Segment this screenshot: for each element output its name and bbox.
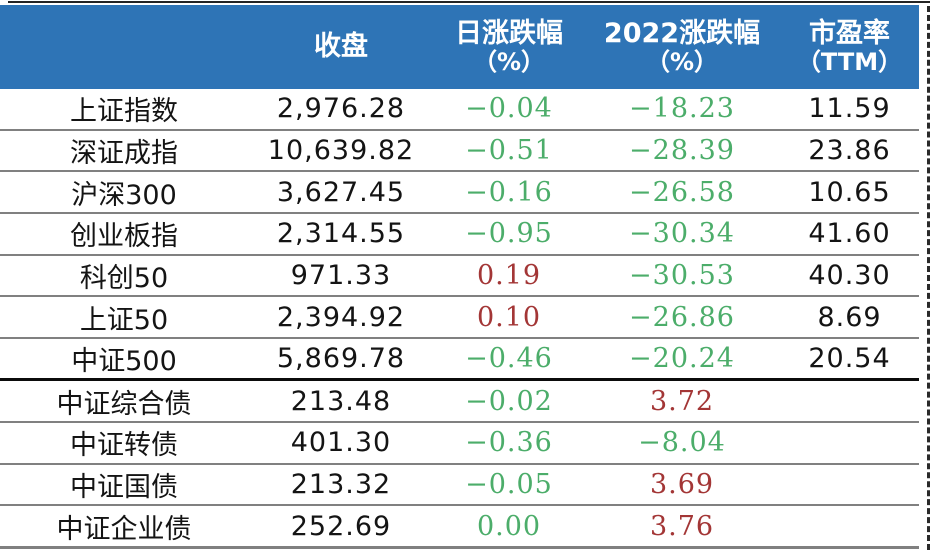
table-row: 中证企业债 252.69 0.00 3.76: [0, 506, 919, 550]
pe-value: 11.59: [808, 93, 891, 125]
close-value: 971.33: [290, 259, 392, 291]
table-row: 科创50 971.33 0.19 −30.53 40.30: [0, 256, 919, 298]
daily-change-value: 0.00: [476, 510, 542, 542]
ytd-change-value: −26.58: [629, 176, 735, 208]
pe-value: 10.65: [808, 176, 891, 208]
ytd-change-value: 3.76: [649, 510, 715, 542]
close-value: 401.30: [290, 427, 392, 459]
col-header-pe-label: 市盈率: [809, 17, 890, 49]
ytd-change-value: 3.69: [649, 469, 715, 501]
daily-change-value: −0.51: [465, 134, 553, 166]
col-header-daily-change-unit: （%）: [472, 47, 546, 76]
close-value: 3,627.45: [276, 176, 406, 208]
index-name: 创业板指: [70, 221, 178, 253]
index-name: 科创50: [79, 262, 169, 294]
index-name: 中证企业债: [56, 513, 192, 545]
table-row: 中证转债 401.30 −0.36 −8.04: [0, 423, 919, 465]
daily-change-value: −0.05: [465, 469, 553, 501]
index-name: 中证500: [71, 346, 177, 378]
index-name: 沪深300: [71, 179, 177, 211]
table-body: 上证指数 2,976.28 −0.04 −18.23 11.59 深证成指 10…: [0, 89, 919, 550]
table-row: 沪深300 3,627.45 −0.16 −26.58 10.65: [0, 172, 919, 214]
daily-change-value: 0.19: [476, 259, 542, 291]
ytd-change-value: −30.34: [629, 218, 735, 250]
table-row: 上证50 2,394.92 0.10 −26.86 8.69: [0, 297, 919, 339]
col-header-ytd-change-label: 2022涨跌幅: [603, 17, 761, 49]
selection-border-top: [8, 1, 930, 3]
index-performance-table: 收盘 日涨跌幅 （%） 2022涨跌幅 （%） 市盈率 （TTM） 上证指数 2…: [0, 5, 919, 550]
col-header-close: 收盘: [248, 5, 434, 89]
close-value: 252.69: [290, 510, 392, 542]
ytd-change-value: 3.72: [649, 385, 715, 417]
table-row: 上证指数 2,976.28 −0.04 −18.23 11.59: [0, 89, 919, 131]
daily-change-value: −0.95: [465, 218, 553, 250]
table-header-row: 收盘 日涨跌幅 （%） 2022涨跌幅 （%） 市盈率 （TTM）: [0, 5, 919, 89]
col-header-daily-change-label: 日涨跌幅: [455, 17, 563, 49]
ytd-change-value: −26.86: [629, 301, 735, 333]
pe-value: 23.86: [808, 134, 891, 166]
index-name: 上证50: [79, 304, 169, 336]
close-value: 10,639.82: [267, 134, 415, 166]
daily-change-value: 0.10: [476, 301, 542, 333]
ytd-change-value: −18.23: [629, 93, 735, 125]
daily-change-value: −0.02: [465, 385, 553, 417]
table-row: 中证500 5,869.78 −0.46 −20.24 20.54: [0, 339, 919, 382]
daily-change-value: −0.16: [465, 176, 553, 208]
index-name: 中证国债: [70, 472, 178, 504]
ytd-change-value: −30.53: [629, 259, 735, 291]
col-header-name: [0, 5, 248, 89]
col-header-ytd-change-unit: （%）: [645, 47, 719, 76]
table-row: 创业板指 2,314.55 −0.95 −30.34 41.60: [0, 214, 919, 256]
col-header-pe: 市盈率 （TTM）: [780, 5, 919, 89]
index-name: 上证指数: [70, 96, 178, 128]
pe-value: 41.60: [808, 218, 891, 250]
close-value: 213.32: [290, 469, 392, 501]
index-name: 中证综合债: [56, 388, 192, 420]
close-value: 2,976.28: [276, 93, 406, 125]
daily-change-value: −0.04: [465, 93, 553, 125]
ytd-change-value: −28.39: [629, 134, 735, 166]
col-header-pe-unit: （TTM）: [796, 47, 903, 76]
table-row: 中证国债 213.32 −0.05 3.69: [0, 465, 919, 507]
daily-change-value: −0.46: [465, 343, 553, 375]
close-value: 2,394.92: [276, 301, 406, 333]
col-header-daily-change: 日涨跌幅 （%）: [434, 5, 584, 89]
index-name: 中证转债: [70, 430, 178, 462]
pe-value: 20.54: [808, 343, 891, 375]
ytd-change-value: −8.04: [638, 427, 726, 459]
col-header-close-label: 收盘: [314, 31, 368, 63]
ytd-change-value: −20.24: [629, 343, 735, 375]
close-value: 5,869.78: [276, 343, 406, 375]
table-row: 中证综合债 213.48 −0.02 3.72: [0, 381, 919, 424]
table-row: 深证成指 10,639.82 −0.51 −28.39 23.86: [0, 131, 919, 173]
selection-border-right: [927, 6, 930, 550]
daily-change-value: −0.36: [465, 427, 553, 459]
index-name: 深证成指: [70, 137, 178, 169]
pe-value: 8.69: [817, 301, 882, 333]
close-value: 213.48: [290, 385, 392, 417]
close-value: 2,314.55: [276, 218, 406, 250]
col-header-ytd-change: 2022涨跌幅 （%）: [584, 5, 780, 89]
pe-value: 40.30: [808, 259, 891, 291]
